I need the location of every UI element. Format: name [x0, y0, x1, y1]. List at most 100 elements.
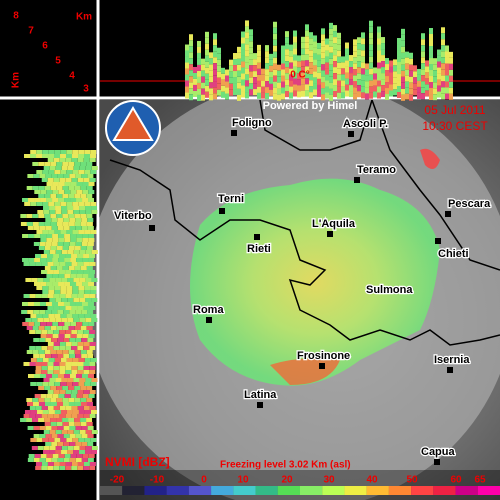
- echo-cell: [233, 65, 237, 72]
- echo-cell: [325, 68, 329, 75]
- echo-cell: [51, 174, 58, 178]
- echo-cell: [209, 76, 213, 83]
- echo-cell: [305, 36, 309, 43]
- echo-cell: [36, 150, 43, 154]
- echo-cell: [65, 158, 72, 162]
- echo-cell: [50, 350, 57, 354]
- echo-cell: [73, 378, 80, 382]
- echo-cell: [69, 338, 76, 342]
- echo-cell: [381, 67, 385, 74]
- echo-cell: [27, 302, 34, 306]
- echo-cell: [47, 406, 54, 410]
- echo-cell: [59, 178, 66, 182]
- echo-cell: [321, 46, 325, 53]
- echo-cell: [74, 214, 81, 218]
- echo-cell: [79, 206, 86, 210]
- echo-cell: [81, 226, 88, 230]
- echo-cell: [389, 78, 393, 85]
- echo-cell: [75, 218, 82, 222]
- echo-cell: [337, 50, 341, 57]
- echo-cell: [77, 270, 84, 274]
- echo-cell: [305, 54, 309, 61]
- echo-cell: [54, 314, 61, 318]
- echo-cell: [313, 89, 317, 96]
- echo-cell: [249, 83, 253, 90]
- echo-cell: [80, 214, 87, 218]
- city-label: Pescara: [448, 198, 491, 210]
- echo-cell: [361, 86, 365, 93]
- echo-cell: [333, 61, 337, 68]
- echo-cell: [401, 94, 405, 101]
- echo-cell: [49, 430, 56, 434]
- echo-cell: [317, 84, 321, 91]
- echo-cell: [66, 314, 73, 318]
- echo-cell: [245, 20, 249, 27]
- echo-cell: [84, 286, 91, 290]
- echo-cell: [38, 214, 45, 218]
- echo-cell: [30, 150, 37, 154]
- echo-cell: [265, 75, 269, 82]
- echo-cell: [42, 286, 49, 290]
- echo-cell: [38, 186, 45, 190]
- echo-cell: [55, 446, 62, 450]
- echo-cell: [48, 358, 55, 362]
- echo-cell: [233, 77, 237, 84]
- echo-cell: [369, 50, 373, 57]
- echo-cell: [217, 59, 221, 66]
- echo-cell: [89, 330, 96, 334]
- echo-cell: [81, 434, 88, 438]
- echo-cell: [56, 246, 63, 250]
- echo-cell: [79, 166, 86, 170]
- city-label: L'Aquila: [312, 218, 356, 230]
- echo-cell: [269, 59, 273, 66]
- echo-cell: [349, 61, 353, 68]
- echo-cell: [185, 86, 189, 93]
- echo-cell: [397, 44, 401, 51]
- echo-cell: [365, 93, 369, 100]
- echo-cell: [41, 178, 48, 182]
- echo-cell: [44, 326, 51, 330]
- echo-cell: [285, 31, 289, 38]
- echo-cell: [62, 350, 69, 354]
- echo-cell: [237, 64, 241, 71]
- echo-cell: [201, 76, 205, 83]
- echo-cell: [273, 39, 277, 46]
- echo-cell: [38, 402, 45, 406]
- echo-cell: [401, 82, 405, 89]
- echo-cell: [265, 69, 269, 76]
- echo-cell: [389, 66, 393, 73]
- echo-cell: [257, 50, 261, 57]
- echo-cell: [31, 446, 38, 450]
- echo-cell: [67, 166, 74, 170]
- echo-cell: [317, 78, 321, 85]
- echo-cell: [39, 458, 46, 462]
- echo-cell: [281, 63, 285, 70]
- echo-cell: [285, 73, 289, 80]
- echo-cell: [74, 398, 81, 402]
- echo-cell: [309, 80, 313, 87]
- echo-cell: [75, 174, 82, 178]
- echo-cell: [309, 50, 313, 57]
- echo-cell: [189, 82, 193, 89]
- color-step: [277, 486, 300, 495]
- echo-cell: [201, 64, 205, 71]
- echo-cell: [437, 49, 441, 56]
- echo-cell: [217, 89, 221, 96]
- echo-cell: [59, 406, 66, 410]
- echo-cell: [297, 85, 301, 92]
- echo-cell: [293, 60, 297, 67]
- echo-cell: [357, 55, 361, 62]
- echo-cell: [241, 85, 245, 92]
- echo-cell: [20, 222, 27, 226]
- echo-cell: [61, 430, 68, 434]
- echo-cell: [45, 242, 52, 246]
- echo-cell: [26, 222, 33, 226]
- echo-cell: [43, 210, 50, 214]
- echo-cell: [301, 36, 305, 43]
- echo-cell: [38, 162, 45, 166]
- echo-cell: [301, 72, 305, 79]
- echo-cell: [277, 82, 281, 89]
- echo-cell: [58, 238, 65, 242]
- echo-cell: [377, 74, 381, 81]
- echo-cell: [59, 306, 66, 310]
